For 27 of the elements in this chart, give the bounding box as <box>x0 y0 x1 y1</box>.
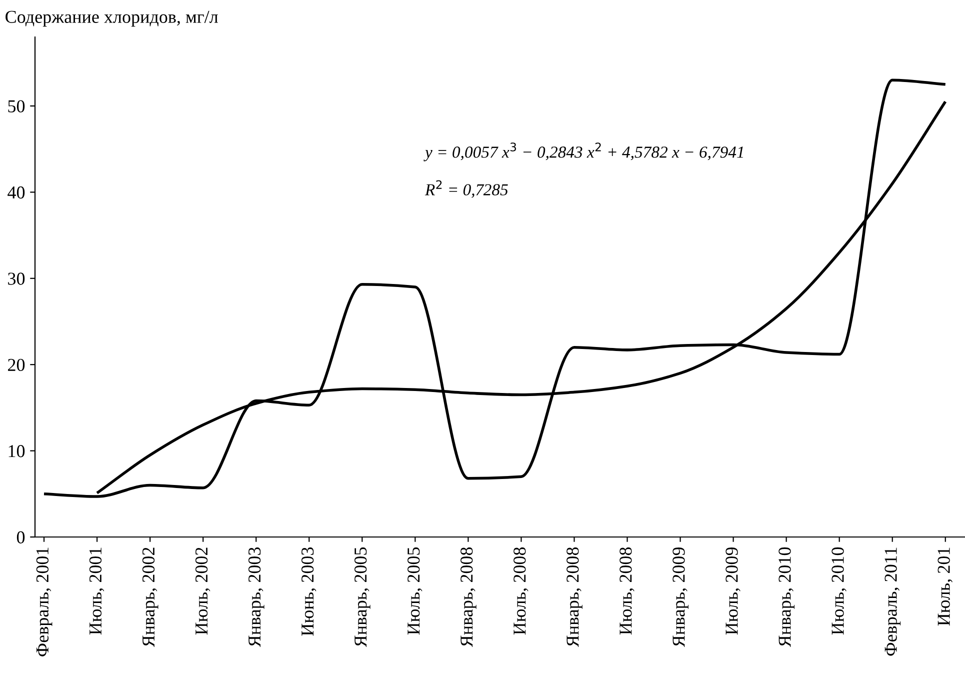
x-tick-label: Июнь, 2003 <box>301 547 316 636</box>
y-tick-label: 40 <box>8 186 25 199</box>
x-tick-label: Июль, 201 <box>938 548 952 626</box>
x-tick-label: Январь, 2010 <box>778 547 795 648</box>
x-tick-label: Январь, 2008 <box>460 547 476 648</box>
x-tick-label: Февраль, 2001 <box>36 548 52 656</box>
x-tick-label: Июль, 2008 <box>514 547 528 635</box>
y-tick-label: 50 <box>8 100 25 112</box>
x-tick-label: Январь, 2008 <box>566 547 582 648</box>
x-tick-label: Январь, 2002 <box>142 548 158 648</box>
x-tick-label: Июль, 2009 <box>726 547 740 635</box>
y-tick-label: 0 <box>16 531 25 544</box>
x-tick-label: Январь, 2003 <box>248 547 264 648</box>
x-tick-label: Июль, 2002 <box>195 548 210 635</box>
y-tick-label: 20 <box>8 358 25 372</box>
x-tick-label: Июль, 2005 <box>408 547 422 635</box>
y-tick-label: 30 <box>8 272 25 285</box>
annotation: y = 0,0057 x$^{3}$ − 0,2843 x$^{2}$ + 4,5782 x − 6,7941 <box>424 142 744 162</box>
y-tick-label: 10 <box>8 445 25 458</box>
x-tick-label: Июль, 2010 <box>832 547 846 635</box>
x-tick-label: Февраль, 2011 <box>884 548 901 656</box>
x-tick-label: Январь, 2005 <box>354 547 370 648</box>
x-tick-label: Январь, 2009 <box>672 547 688 648</box>
annotation: R$^{2}$ = 0,7285 <box>424 180 508 198</box>
x-tick-label: Июль, 2001 <box>89 548 104 635</box>
y-axis-title: Содержание хлоридов, мг/л <box>6 10 218 27</box>
x-tick-label: Июль, 2008 <box>620 547 634 635</box>
